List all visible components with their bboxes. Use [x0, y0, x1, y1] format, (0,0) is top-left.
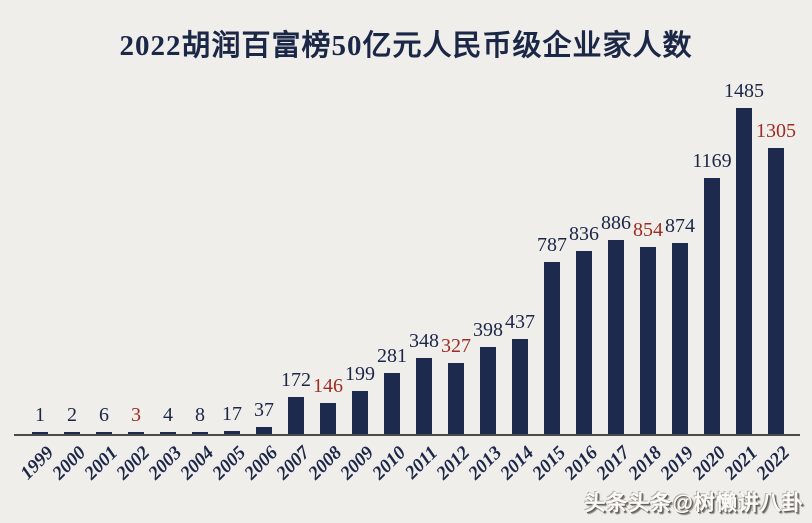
bar [96, 432, 112, 435]
value-label: 836 [569, 223, 599, 245]
bar-column: 37 [248, 400, 280, 435]
value-label: 348 [409, 330, 439, 352]
bar [256, 427, 272, 435]
watermark-text: 头条头条@树懒讲八卦 [584, 492, 804, 515]
value-label: 37 [254, 399, 274, 421]
bar-column: 1485 [724, 81, 764, 435]
bar-column: 146 [312, 376, 344, 435]
bar-column: 854 [632, 220, 664, 435]
value-label: 2 [67, 404, 77, 426]
bar-column: 1169 [692, 151, 732, 435]
bar-column: 1305 [756, 121, 796, 435]
bar [608, 240, 624, 435]
value-label: 327 [441, 335, 471, 357]
bar [736, 108, 752, 435]
value-label: 874 [665, 215, 695, 237]
value-label: 6 [99, 404, 109, 426]
bar [672, 243, 688, 435]
bar [480, 347, 496, 435]
value-label: 3 [131, 404, 141, 426]
value-label: 787 [537, 234, 567, 256]
value-label: 1485 [724, 80, 764, 102]
bar [224, 431, 240, 435]
bar-chart: 1 2 6 3 4 8 17 37 172 146 199 281 348 327 398 437 787 836… [24, 81, 796, 435]
bar-column: 199 [344, 364, 376, 435]
value-label: 17 [222, 403, 242, 425]
value-label: 854 [633, 219, 663, 241]
value-label: 4 [163, 404, 173, 426]
bar [128, 432, 144, 435]
bar [576, 251, 592, 435]
value-label: 437 [505, 311, 535, 333]
bar [704, 178, 720, 435]
bar [320, 403, 336, 435]
value-label: 1169 [692, 150, 732, 172]
bar [544, 262, 560, 435]
value-label: 1 [35, 404, 45, 426]
bar-column: 6 [88, 405, 120, 435]
bar-column: 787 [536, 235, 568, 435]
chart-title: 2022胡润百富榜50亿元人民币级企业家人数 [119, 30, 693, 62]
bar-column: 3 [120, 405, 152, 435]
value-label: 8 [195, 404, 205, 426]
bar [448, 363, 464, 435]
bar-column: 398 [472, 320, 504, 435]
bar [288, 397, 304, 435]
bar-column: 8 [184, 405, 216, 435]
value-label: 172 [281, 369, 311, 391]
value-label: 398 [473, 319, 503, 341]
bar-column: 348 [408, 331, 440, 435]
bar-column: 836 [568, 224, 600, 435]
bar [416, 358, 432, 435]
bar-column: 2 [56, 405, 88, 435]
bar [352, 391, 368, 435]
value-label: 281 [377, 345, 407, 367]
bar-column: 4 [152, 405, 184, 435]
bar-column: 437 [504, 312, 536, 435]
x-axis-line [14, 434, 800, 436]
bar [384, 373, 400, 435]
bar [512, 339, 528, 435]
value-label: 199 [345, 363, 375, 385]
value-label: 146 [313, 375, 343, 397]
bar [32, 432, 48, 435]
bar-column: 17 [216, 404, 248, 435]
bar [640, 247, 656, 435]
bar [64, 432, 80, 435]
bar-column: 874 [664, 216, 696, 435]
bar-column: 172 [280, 370, 312, 435]
bar [768, 148, 784, 435]
bar-column: 886 [600, 213, 632, 435]
bar [192, 432, 208, 435]
value-label: 1305 [756, 120, 796, 142]
bar-column: 1 [24, 405, 56, 435]
bar-column: 327 [440, 336, 472, 435]
bar [160, 432, 176, 435]
value-label: 886 [601, 212, 631, 234]
bar-column: 281 [376, 346, 408, 435]
